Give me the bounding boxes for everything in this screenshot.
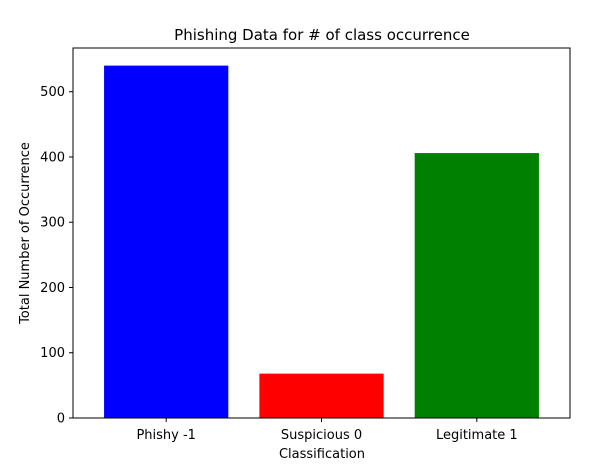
x-tick-label: Phishy -1 — [136, 428, 196, 443]
bar-3 — [414, 153, 539, 419]
y-tick-label: 500 — [40, 85, 65, 100]
y-tick-label: 200 — [40, 281, 65, 296]
y-tick-label: 0 — [57, 412, 65, 427]
x-tick-label: Suspicious 0 — [281, 428, 362, 443]
chart-title: Phishing Data for # of class occurrence — [174, 26, 470, 44]
y-tick-label: 100 — [40, 346, 65, 361]
y-axis: 0 100 200 300 400 500 — [40, 85, 73, 427]
bars-group — [104, 65, 539, 419]
y-axis-label: Total Number of Occurrence — [18, 142, 33, 325]
y-tick-label: 300 — [40, 216, 65, 231]
x-axis: Phishy -1 Suspicious 0 Legitimate 1 — [136, 418, 518, 443]
bar-1 — [104, 65, 229, 418]
bar-2 — [259, 373, 384, 418]
x-tick-label: Legitimate 1 — [436, 428, 518, 443]
y-tick-label: 400 — [40, 150, 65, 165]
x-axis-label: Classification — [279, 447, 365, 462]
